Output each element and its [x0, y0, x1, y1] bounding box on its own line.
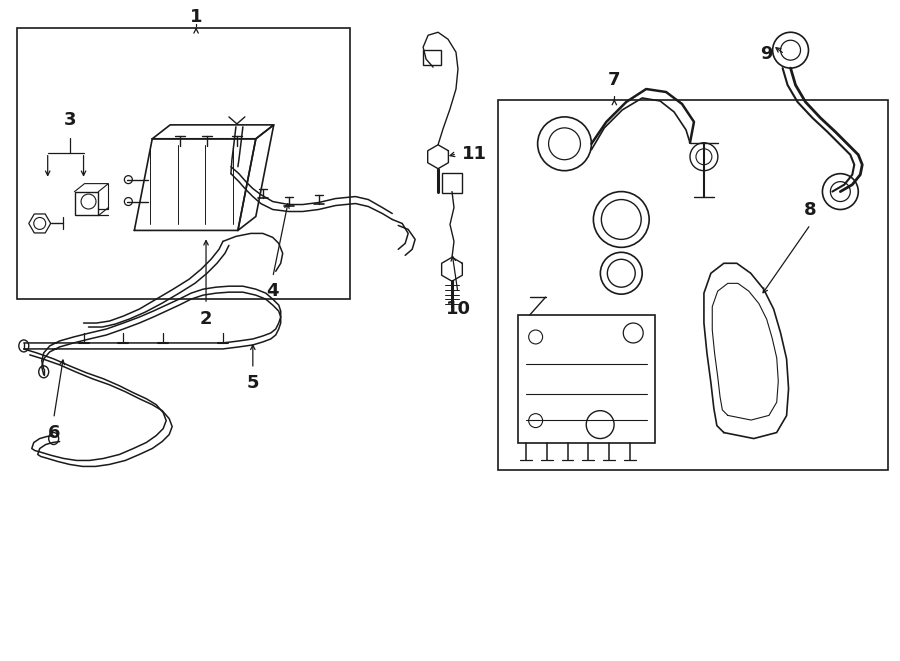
Ellipse shape	[49, 432, 58, 444]
Circle shape	[586, 410, 614, 438]
Text: 7: 7	[608, 71, 621, 89]
Text: 11: 11	[463, 145, 488, 163]
Text: 8: 8	[805, 200, 817, 219]
Text: 1: 1	[190, 9, 203, 26]
Bar	[518, 315, 655, 442]
Text: 3: 3	[63, 111, 76, 129]
Text: 5: 5	[247, 373, 259, 392]
Bar	[442, 173, 462, 192]
Bar	[498, 100, 888, 471]
Bar	[17, 28, 350, 299]
Bar	[75, 192, 98, 215]
Circle shape	[124, 198, 132, 206]
Text: 10: 10	[446, 300, 471, 318]
Ellipse shape	[19, 340, 29, 352]
Circle shape	[124, 176, 132, 184]
Text: 6: 6	[48, 424, 60, 442]
Bar	[423, 50, 441, 65]
Ellipse shape	[39, 366, 49, 378]
Text: 2: 2	[200, 310, 212, 328]
Text: 4: 4	[266, 282, 279, 300]
Text: 9: 9	[760, 45, 773, 63]
